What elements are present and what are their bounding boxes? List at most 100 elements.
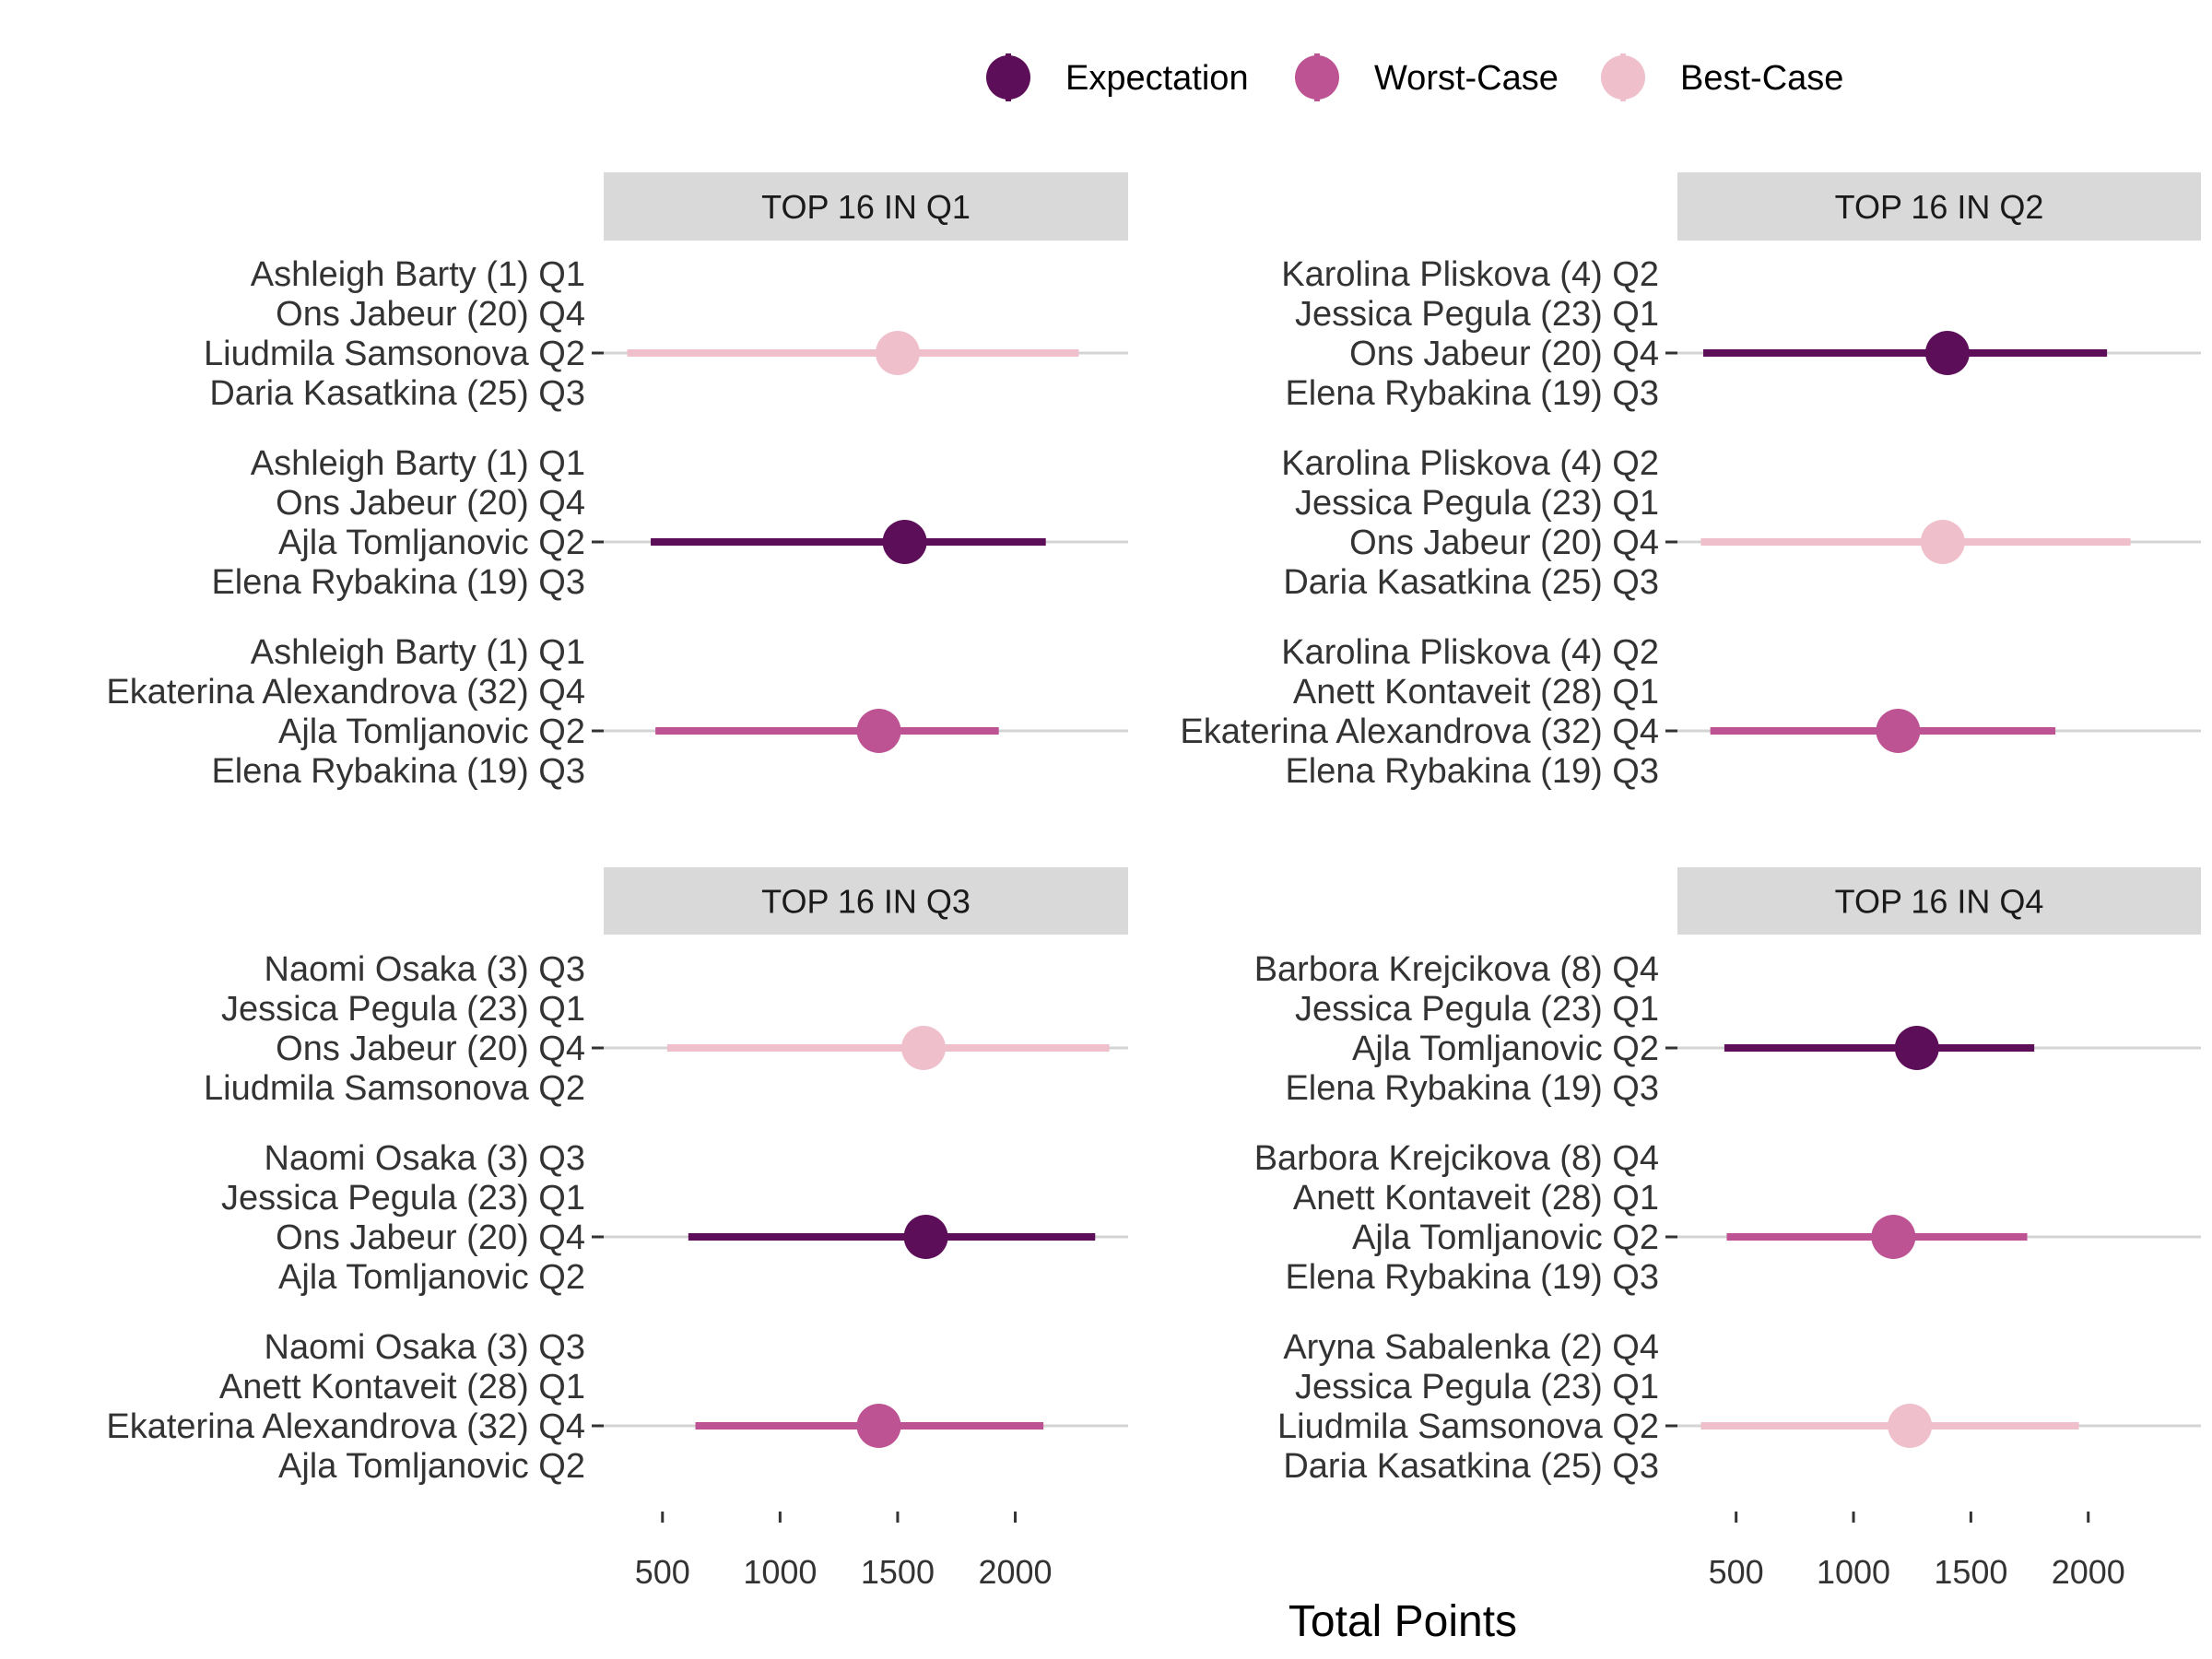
panel-title: TOP 16 IN Q4 <box>1835 883 2044 921</box>
y-tick-label: Jessica Pegula (23) Q1 <box>1295 990 1659 1029</box>
y-tick-label: Jessica Pegula (23) Q1 <box>221 1179 585 1218</box>
y-tick-label: Elena Rybakina (19) Q3 <box>211 752 585 791</box>
y-tick-label: Ons Jabeur (20) Q4 <box>276 1218 585 1257</box>
y-tick-label: Ajla Tomljanovic Q2 <box>278 1258 585 1297</box>
y-tick-label: Ons Jabeur (20) Q4 <box>276 484 585 523</box>
legend-key-point <box>1601 55 1645 100</box>
y-tick-label: Karolina Pliskova (4) Q2 <box>1281 255 1659 294</box>
x-tick-label: 1000 <box>743 1553 817 1591</box>
y-tick-label: Ons Jabeur (20) Q4 <box>1349 335 1659 373</box>
y-tick-label: Ashleigh Barty (1) Q1 <box>251 444 585 483</box>
panel-strip <box>1677 867 2201 935</box>
x-axis-title: Total Points <box>1288 1597 1517 1646</box>
y-tick-label: Ashleigh Barty (1) Q1 <box>251 255 585 294</box>
y-tick-label: Elena Rybakina (19) Q3 <box>1285 1258 1659 1297</box>
y-tick-label: Barbora Krejcikova (8) Q4 <box>1254 950 1659 989</box>
y-tick-label: Karolina Pliskova (4) Q2 <box>1281 633 1659 672</box>
estimate-point <box>901 1026 947 1070</box>
y-tick-label: Liudmila Samsonova Q2 <box>204 335 585 373</box>
y-tick-label: Naomi Osaka (3) Q3 <box>265 1139 585 1178</box>
y-tick-label: Anett Kontaveit (28) Q1 <box>219 1368 585 1406</box>
estimate-point <box>903 1215 948 1259</box>
y-tick-label: Elena Rybakina (19) Q3 <box>1285 374 1659 413</box>
legend-key-point <box>986 55 1030 100</box>
y-tick-label: Elena Rybakina (19) Q3 <box>211 563 585 602</box>
panel-title: TOP 16 IN Q1 <box>761 188 971 226</box>
estimate-point <box>856 709 901 753</box>
y-tick-label: Jessica Pegula (23) Q1 <box>1295 1368 1659 1406</box>
legend: Expectation Worst-Case Best-Case <box>986 53 1843 101</box>
legend-label: Best-Case <box>1680 59 1843 98</box>
y-tick-label: Anett Kontaveit (28) Q1 <box>1293 673 1659 712</box>
estimate-point <box>1920 520 1965 564</box>
y-tick-label: Jessica Pegula (23) Q1 <box>221 990 585 1029</box>
y-tick-label: Ajla Tomljanovic Q2 <box>278 712 585 751</box>
x-tick-label: 1500 <box>861 1553 935 1591</box>
y-tick-label: Ekaterina Alexandrova (32) Q4 <box>106 673 585 712</box>
panel-strip <box>604 172 1128 241</box>
legend-item-worst-case: Worst-Case <box>1295 53 1559 101</box>
x-tick-label: 1500 <box>1934 1553 2007 1591</box>
x-tick-label: 500 <box>1709 1553 1764 1591</box>
estimate-point <box>882 520 927 564</box>
y-tick-label: Ekaterina Alexandrova (32) Q4 <box>1180 712 1659 751</box>
y-tick-label: Karolina Pliskova (4) Q2 <box>1281 444 1659 483</box>
y-tick-label: Liudmila Samsonova Q2 <box>1277 1407 1659 1446</box>
y-tick-label: Daria Kasatkina (25) Q3 <box>1283 1447 1659 1486</box>
estimate-point <box>1876 709 1921 753</box>
y-tick-label: Liudmila Samsonova Q2 <box>204 1069 585 1108</box>
estimate-point <box>875 331 920 375</box>
y-tick-label: Barbora Krejcikova (8) Q4 <box>1254 1139 1659 1178</box>
x-tick-label: 1000 <box>1817 1553 1890 1591</box>
panel-title: TOP 16 IN Q3 <box>761 883 971 921</box>
estimate-point <box>1924 331 1970 375</box>
y-tick-label: Ons Jabeur (20) Q4 <box>1349 524 1659 562</box>
panel-strip <box>1677 172 2201 241</box>
y-tick-label: Jessica Pegula (23) Q1 <box>1295 484 1659 523</box>
y-tick-label: Ons Jabeur (20) Q4 <box>276 295 585 334</box>
y-tick-label: Ajla Tomljanovic Q2 <box>278 524 585 562</box>
estimate-point <box>1888 1404 1933 1448</box>
y-tick-label: Ajla Tomljanovic Q2 <box>1352 1218 1659 1257</box>
y-tick-label: Aryna Sabalenka (2) Q4 <box>1283 1328 1659 1367</box>
legend-label: Worst-Case <box>1374 59 1559 98</box>
y-tick-label: Daria Kasatkina (25) Q3 <box>1283 563 1659 602</box>
y-tick-label: Ajla Tomljanovic Q2 <box>278 1447 585 1486</box>
y-tick-label: Naomi Osaka (3) Q3 <box>265 950 585 989</box>
panel-strip <box>604 867 1128 935</box>
y-tick-label: Elena Rybakina (19) Q3 <box>1285 752 1659 791</box>
y-tick-label: Anett Kontaveit (28) Q1 <box>1293 1179 1659 1218</box>
estimate-point <box>856 1404 901 1448</box>
x-tick-label: 500 <box>635 1553 690 1591</box>
y-tick-label: Naomi Osaka (3) Q3 <box>265 1328 585 1367</box>
x-tick-label: 2000 <box>978 1553 1052 1591</box>
y-tick-label: Elena Rybakina (19) Q3 <box>1285 1069 1659 1108</box>
y-tick-label: Ons Jabeur (20) Q4 <box>276 1030 585 1068</box>
legend-key-point <box>1295 55 1339 100</box>
estimate-point <box>1894 1026 1939 1070</box>
y-tick-label: Jessica Pegula (23) Q1 <box>1295 295 1659 334</box>
y-tick-label: Ajla Tomljanovic Q2 <box>1352 1030 1659 1068</box>
y-tick-label: Daria Kasatkina (25) Q3 <box>209 374 585 413</box>
legend-item-best-case: Best-Case <box>1601 53 1843 101</box>
legend-label: Expectation <box>1065 59 1249 98</box>
y-tick-label: Ashleigh Barty (1) Q1 <box>251 633 585 672</box>
estimate-point <box>1871 1215 1916 1259</box>
